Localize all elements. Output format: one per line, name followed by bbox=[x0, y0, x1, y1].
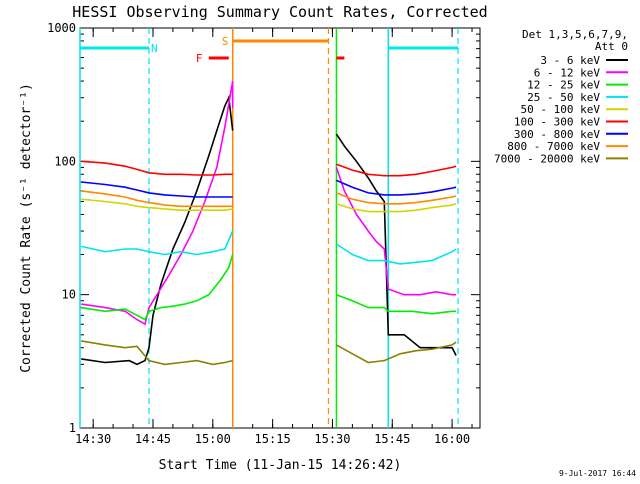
series-line-8 bbox=[336, 192, 457, 205]
x-tick-label: 15:15 bbox=[255, 432, 291, 446]
legend-label: 12 - 25 keV bbox=[527, 79, 600, 92]
legend-label: 100 - 300 keV bbox=[514, 116, 600, 129]
series-line-4 bbox=[335, 243, 457, 265]
series-line-3 bbox=[81, 254, 234, 321]
series-line-1 bbox=[81, 94, 234, 366]
series-line-2 bbox=[335, 167, 457, 296]
series-line-7 bbox=[336, 179, 457, 196]
series-line-4 bbox=[81, 230, 234, 256]
legend-label: 300 - 800 keV bbox=[514, 128, 600, 141]
y-axis-label: Corrected Count Rate (s⁻¹ detector⁻¹) bbox=[19, 83, 34, 373]
x-tick-label: 15:30 bbox=[314, 432, 350, 446]
legend-label: 50 - 100 keV bbox=[521, 103, 601, 116]
series-line-5 bbox=[336, 203, 457, 213]
x-tick-label: 16:00 bbox=[434, 432, 470, 446]
night-label: N bbox=[151, 42, 158, 55]
series-line-9 bbox=[81, 340, 233, 366]
chart-title: HESSI Observing Summary Count Rates, Cor… bbox=[72, 3, 487, 21]
x-tick-label: 15:45 bbox=[374, 432, 410, 446]
series-line-3 bbox=[336, 293, 457, 315]
series-line-6 bbox=[336, 163, 457, 177]
legend-label: 7000 - 20000 keV bbox=[494, 152, 600, 165]
legend-label: 25 - 50 keV bbox=[527, 91, 600, 104]
legend-title: Det 1,3,5,6,7,9, bbox=[522, 28, 628, 41]
flare-label: F bbox=[196, 52, 203, 65]
series-line-5 bbox=[81, 198, 233, 211]
plot-area: 1 10 100 1000 14:30 14:45 15:00 15:15 15:30 15:45… bbox=[47, 21, 481, 446]
series-line-8 bbox=[81, 190, 233, 208]
legend-label: 3 - 6 keV bbox=[540, 54, 600, 67]
legend-label: 800 - 7000 keV bbox=[507, 140, 600, 153]
legend-label: 6 - 12 keV bbox=[534, 66, 601, 79]
x-tick-label: 14:45 bbox=[135, 432, 171, 446]
series-line-2 bbox=[81, 80, 234, 326]
saa-label: S bbox=[222, 35, 229, 48]
y-tick-label: 100 bbox=[54, 154, 76, 168]
plot-frame bbox=[79, 27, 481, 429]
legend-subtitle: Att 0 bbox=[595, 40, 628, 53]
series-line-9 bbox=[336, 341, 457, 364]
footer-timestamp: 9-Jul-2017 16:44 bbox=[559, 469, 636, 478]
y-tick-label: 1000 bbox=[47, 21, 76, 35]
x-tick-label: 14:30 bbox=[75, 432, 111, 446]
series-line-6 bbox=[81, 160, 233, 176]
y-tick-label: 1 bbox=[69, 421, 76, 435]
x-axis-label: Start Time (11-Jan-15 14:26:42) bbox=[159, 458, 402, 473]
series-line-7 bbox=[81, 181, 233, 198]
x-tick-label: 15:00 bbox=[195, 432, 231, 446]
series-line-1 bbox=[335, 133, 457, 356]
y-tick-label: 10 bbox=[62, 288, 76, 302]
